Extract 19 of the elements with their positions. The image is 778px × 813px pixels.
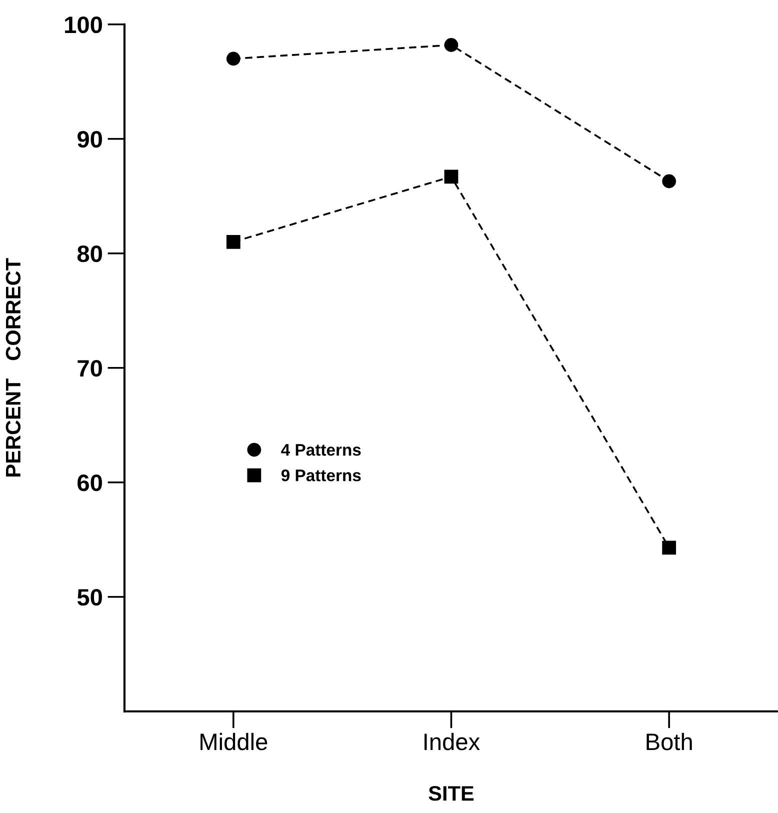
x-tick-label: Both [646,732,692,750]
point [444,170,458,184]
point [444,38,458,52]
x-tick-label: Middle [200,732,268,750]
point [226,52,240,66]
point [226,234,240,249]
x-tick-label: Index [424,732,480,750]
y-tick-label: 70 [78,360,102,377]
point [662,174,676,188]
y-axis-title: PERCENT CORRECT [6,258,21,476]
y-tick-label: 50 [77,588,102,606]
y-tick-label: 60 [78,474,102,492]
y-tick-label: 80 [77,245,102,262]
legend-label: 9 Patterns [281,470,361,482]
y-tick-label: 100 [65,16,102,34]
point [662,540,676,555]
legend-label: 4 Patterns [281,444,361,456]
x-axis-title: SITE [428,786,474,801]
y-tick-label: 90 [78,130,102,148]
